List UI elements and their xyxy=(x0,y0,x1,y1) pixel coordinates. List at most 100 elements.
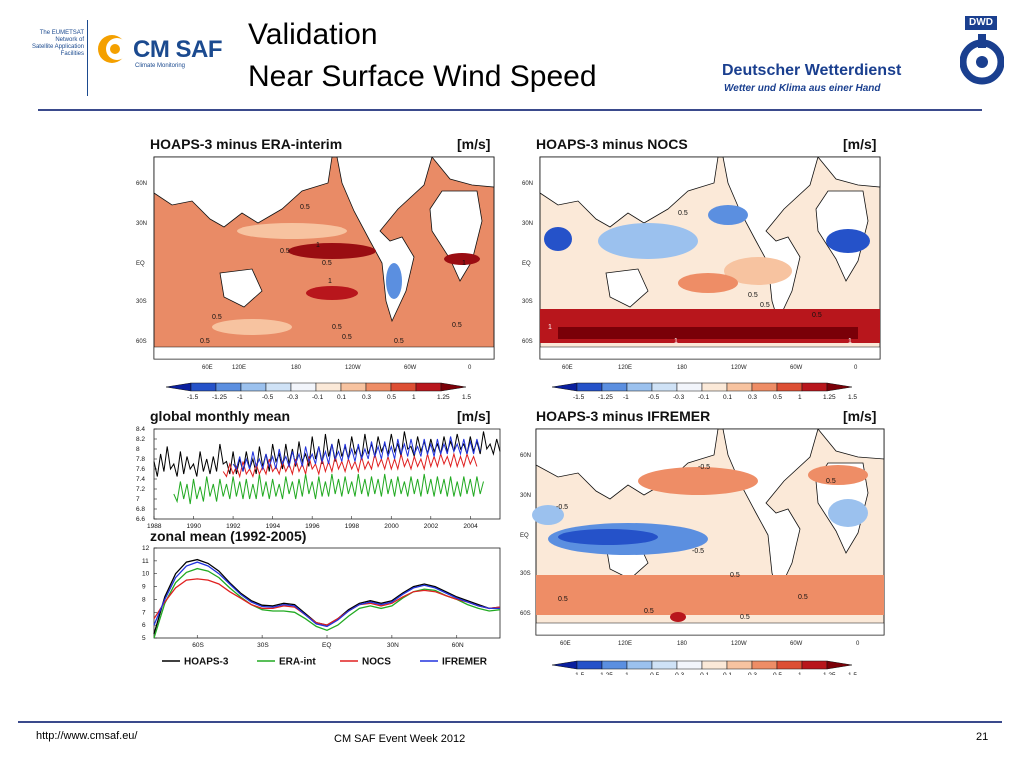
colorbar-tick-label: -0.3 xyxy=(287,394,299,401)
colorbar-swatch xyxy=(676,660,703,670)
colorbar-swatch xyxy=(215,382,242,392)
legend-label: IFREMER xyxy=(442,657,488,668)
colorbar-swatch xyxy=(390,382,417,392)
y-tick-label: 11 xyxy=(142,558,149,565)
svg-text:0.5: 0.5 xyxy=(394,338,404,345)
colorbar-tick-label: -0.5 xyxy=(648,672,660,675)
colorbar-swatch xyxy=(440,382,467,392)
y-tick-label: 5 xyxy=(142,635,146,642)
cmsaf-logo[interactable]: CM SAF Climate Monitoring xyxy=(95,32,235,76)
series-line xyxy=(173,473,484,505)
colorbar-tick-label: 0.3 xyxy=(748,672,757,675)
colorbar-swatch xyxy=(776,660,803,670)
svg-text:120W: 120W xyxy=(731,365,747,371)
map-contour-labels: 0.5 0.5 1 1 1 0.5 0.5 xyxy=(548,210,852,345)
colorbar-tick-label: -0.1 xyxy=(698,394,710,401)
colorbar-swatch xyxy=(801,660,828,670)
y-tick-label: 8.2 xyxy=(136,436,145,443)
header-divider xyxy=(87,20,88,96)
y-tick-label: 7.8 xyxy=(136,456,145,463)
footer-url-link[interactable]: http://www.cmsaf.eu/ xyxy=(36,730,138,742)
colorbar-swatch xyxy=(701,660,728,670)
colorbar-swatch xyxy=(676,382,703,392)
svg-text:120E: 120E xyxy=(232,365,246,371)
svg-text:60E: 60E xyxy=(202,365,213,371)
colorbar-tick-label: -1 xyxy=(237,394,243,401)
land-asia xyxy=(535,428,719,500)
map-plot-area xyxy=(532,428,885,636)
axis-ticks: 6.6 6.8 7 7.2 7.4 7.6 7.8 8 8.2 8.4 1988 1990 1992 19… xyxy=(136,426,478,530)
eumetsat-line: Satellite Application xyxy=(31,44,84,50)
x-tick-label: 2002 xyxy=(424,523,439,530)
svg-text:60E: 60E xyxy=(562,365,573,371)
svg-text:0.5: 0.5 xyxy=(280,248,290,255)
x-tick-label: EQ xyxy=(322,642,331,649)
svg-text:0: 0 xyxy=(856,641,860,647)
y-tick-label: 6 xyxy=(142,622,146,629)
svg-text:60S: 60S xyxy=(136,339,147,345)
svg-text:0.5: 0.5 xyxy=(300,204,310,211)
colorbar-swatch xyxy=(826,660,853,670)
colorbar-tick-label: -1 xyxy=(623,394,629,401)
colorbar-tick-label: -1.25 xyxy=(598,394,613,401)
land-america xyxy=(336,156,433,323)
y-tick-label: 10 xyxy=(142,571,150,578)
land-antarctica xyxy=(535,622,885,636)
lon-labels: 60E 120E 180 120W 60W 0 xyxy=(562,365,858,371)
x-tick-label: 1996 xyxy=(305,523,320,530)
lat-labels: 60N 30N EQ 30S 60S xyxy=(136,181,147,345)
colorbar-tick-label: -0.3 xyxy=(673,394,685,401)
map-unit: [m/s] xyxy=(843,408,876,424)
svg-text:60W: 60W xyxy=(790,365,803,371)
x-tick-label: 1998 xyxy=(345,523,360,530)
svg-text:30S: 30S xyxy=(136,299,147,305)
svg-text:EQ: EQ xyxy=(136,261,145,267)
series-line xyxy=(153,561,500,628)
anomaly-blue xyxy=(558,529,658,545)
svg-text:120W: 120W xyxy=(731,641,747,647)
svg-text:0.5: 0.5 xyxy=(644,608,654,615)
colorbar-tick-label: 1.5 xyxy=(462,394,471,401)
colorbar-swatch xyxy=(340,382,367,392)
series-line xyxy=(232,436,481,472)
colorbar-tick-label: -0.1 xyxy=(312,394,324,401)
title-line-1: Validation xyxy=(248,18,378,51)
dwd-tagline: Wetter und Klima aus einer Hand xyxy=(724,83,881,94)
colorbar-tick-label: 0.5 xyxy=(387,394,396,401)
svg-text:0.5: 0.5 xyxy=(748,292,758,299)
svg-text:60E: 60E xyxy=(560,641,571,647)
colorbar: -1.5 -1.25 -1 -0.5 -0.3 -0.1 0.1 0.3 0.5 1 1.25 1.5 xyxy=(165,382,471,401)
svg-text:60N: 60N xyxy=(136,181,147,187)
land-antarctica xyxy=(153,346,495,360)
colorbar-swatch xyxy=(415,382,442,392)
map-title: HOAPS-3 minus IFREMER xyxy=(536,408,710,424)
eumetsat-label: The EUMETSAT Network of Satellite Applic… xyxy=(16,30,84,58)
x-tick-label: 60N xyxy=(452,642,464,649)
eumetsat-line: Network of xyxy=(55,37,84,43)
map-unit: [m/s] xyxy=(843,136,876,152)
colorbar-swatch xyxy=(626,382,653,392)
colorbar-tick-label: 1.25 xyxy=(437,394,450,401)
colorbar-tick-label: -0.1 xyxy=(698,672,710,675)
x-tick-label: 30N xyxy=(387,642,399,649)
anomaly-pale xyxy=(237,223,347,239)
svg-text:1: 1 xyxy=(548,324,552,331)
svg-text:60W: 60W xyxy=(790,641,803,647)
svg-text:120E: 120E xyxy=(618,365,632,371)
svg-text:0.5: 0.5 xyxy=(212,314,222,321)
svg-text:30N: 30N xyxy=(520,493,531,499)
eumetsat-line: Facilities xyxy=(60,51,84,57)
dwd-logo[interactable]: Deutscher Wetterdienst Wetter und Klima … xyxy=(720,14,1012,96)
colorbar-tick-label: 0.1 xyxy=(723,672,732,675)
axis-ticks: 5 6 7 8 9 10 11 12 60S 30S EQ 30N 60N xyxy=(142,545,464,649)
colorbar: -1.5 -1.25 -1 -0.5 -0.3 -0.1 0.1 0.3 0.5 1 1.25 1.5 xyxy=(551,660,857,675)
colorbar-swatch xyxy=(315,382,342,392)
colorbar-tick-label: -1.5 xyxy=(187,394,199,401)
colorbar-tick-label: 1.25 xyxy=(823,672,836,675)
colorbar-swatch xyxy=(601,382,628,392)
map-unit: [m/s] xyxy=(457,136,490,152)
anomaly-orange xyxy=(678,273,738,293)
y-tick-label: 9 xyxy=(142,584,146,591)
svg-text:180: 180 xyxy=(291,365,302,371)
land-asia xyxy=(539,156,719,228)
